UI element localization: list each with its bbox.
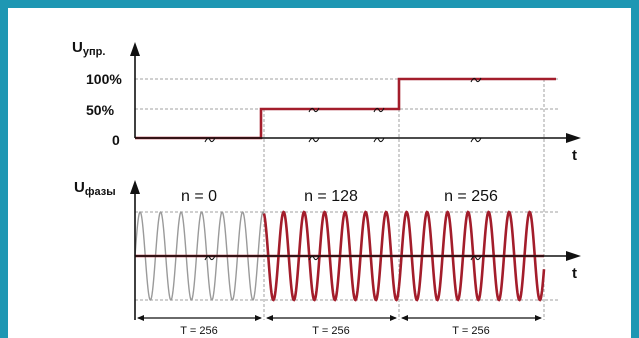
level-label-zero: 0 <box>112 132 120 148</box>
break-mark <box>470 255 482 261</box>
arrowhead-icon <box>390 315 397 321</box>
upper-value-axis-arrow-icon <box>130 42 140 56</box>
phase-wave-segment-128 <box>262 210 401 302</box>
break-mark <box>470 137 482 143</box>
break-mark <box>308 107 320 113</box>
upper-time-label: t <box>572 147 577 164</box>
arrowhead-icon <box>535 315 542 321</box>
segment-n-label-2: n = 256 <box>444 188 498 205</box>
level-label-mid: 50% <box>86 102 115 118</box>
break-mark <box>373 137 385 143</box>
upper-time-axis-arrow-icon <box>566 133 581 143</box>
period-arrowheads <box>137 315 542 321</box>
break-mark <box>204 255 216 261</box>
lower-time-label: t <box>572 265 577 282</box>
upper-axis-label: Uупр. <box>72 39 105 58</box>
phase-wave-segment-256 <box>397 210 546 302</box>
lower-value-axis-arrow-icon <box>130 180 140 194</box>
segment-n-label-1: n = 128 <box>304 188 358 205</box>
break-mark <box>373 107 385 113</box>
arrowhead-icon <box>255 315 262 321</box>
segment-n-label-0: n = 0 <box>181 188 217 205</box>
period-label-0: T = 256 <box>180 325 217 337</box>
lower-time-axis-arrow-icon <box>566 251 581 261</box>
break-mark <box>308 137 320 143</box>
period-label-2: T = 256 <box>452 325 489 337</box>
arrowhead-icon <box>137 315 144 321</box>
break-mark <box>470 77 482 83</box>
level-label-high: 100% <box>86 71 122 87</box>
arrowhead-icon <box>401 315 408 321</box>
break-mark <box>308 255 320 261</box>
lower-axis-label: Uфазы <box>74 179 116 198</box>
axis-break-marks <box>204 77 482 261</box>
break-mark <box>204 137 216 143</box>
arrowhead-icon <box>266 315 273 321</box>
period-label-1: T = 256 <box>312 325 349 337</box>
